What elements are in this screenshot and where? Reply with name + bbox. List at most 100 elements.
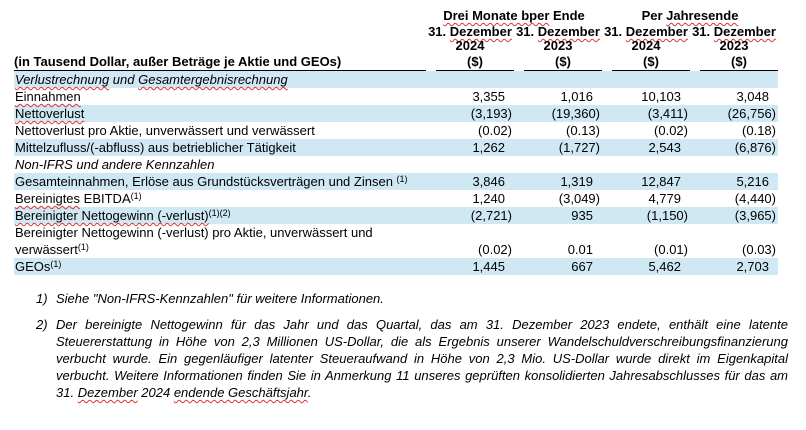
- text-segment: Bereinigter Nettogewinn (-verlust) pro A…: [15, 225, 373, 257]
- value-cell: (0.18): [742, 123, 776, 138]
- column-header: 31. Dezember 2024: [602, 24, 690, 53]
- table-row: Mittelzufluss/(-abfluss) aus betrieblich…: [14, 139, 778, 156]
- value-cell: (19,360): [551, 106, 600, 121]
- value-cell: (0.03): [742, 242, 776, 257]
- text-segment: 31.: [692, 24, 714, 39]
- value-cell: (1,150): [646, 208, 688, 223]
- value-cell: 0.01: [567, 242, 593, 257]
- value-cell: 935: [571, 208, 593, 223]
- text-segment: 31.: [516, 24, 538, 39]
- footnote-number: 1): [36, 291, 48, 306]
- text-segment: Dezember: [77, 385, 138, 400]
- value-cell: (0.01): [654, 242, 688, 257]
- unit-symbol: ($): [612, 54, 690, 71]
- column-group-header-year: Per Jahresende: [602, 8, 778, 24]
- value-cell: 1,240: [472, 191, 505, 206]
- text-segment: Non-IFRS und andere Kennzahlen: [15, 157, 215, 172]
- column-header-date: 31. Dezember: [602, 25, 690, 39]
- text-segment: Gesamteinnahmen, Erlöse aus Grundstücksv…: [15, 174, 397, 189]
- value-cell: (3,193): [470, 106, 512, 121]
- text-segment: Per: [641, 8, 667, 23]
- row-label: Bereinigtes EBITDA(1): [14, 190, 426, 207]
- text-segment: Nettoverlust pro Aktie, unverwässert und…: [15, 123, 315, 138]
- row-label-header-text: (in Tausend Dollar, außer Beträge je Akt…: [14, 54, 426, 71]
- value-cell: (0.02): [654, 123, 688, 138]
- column-header-date: 31. Dezember: [426, 25, 514, 39]
- value-cell: 3,846: [472, 174, 505, 189]
- value-cell: (2,721): [470, 208, 512, 223]
- table-row: Verlustrechnung und Gesamtergebnisrechnu…: [14, 71, 778, 88]
- row-label: Nettoverlust pro Aktie, unverwässert und…: [14, 122, 426, 139]
- text-segment: 2024: [137, 385, 174, 400]
- footnote-marker: (1)(2): [208, 208, 231, 218]
- footnote: 1) Siehe "Non-IFRS-Kennzahlen" für weiter…: [36, 290, 788, 307]
- section-header: Non-IFRS und andere Kennzahlen: [14, 156, 778, 173]
- value-cell: 10,103: [641, 89, 681, 104]
- text-segment: 31.: [604, 24, 626, 39]
- text-segment: GEOs: [15, 259, 51, 274]
- value-cell: (3,049): [558, 191, 600, 206]
- text-segment: Drei Monate bper: [443, 8, 550, 23]
- table-row: Gesamteinnahmen, Erlöse aus Grundstücksv…: [14, 173, 778, 190]
- value-cell: 3,355: [472, 89, 505, 104]
- value-cell: 3,048: [736, 89, 769, 104]
- table-body: Verlustrechnung und Gesamtergebnisrechnu…: [14, 71, 778, 275]
- text-segment: und: [109, 72, 139, 87]
- value-cell: 667: [571, 259, 593, 274]
- row-label-header: (in Tausend Dollar, außer Beträge je Akt…: [14, 53, 426, 71]
- table-header: Drei Monate bper Ende Per Jahresende 31.…: [14, 8, 778, 71]
- value-cell: (0.02): [478, 123, 512, 138]
- text-segment: Siehe "Non-IFRS-Kennzahlen" für weitere …: [56, 291, 384, 306]
- spacer-cell: [14, 8, 426, 24]
- footnote-marker: (1): [130, 191, 142, 201]
- value-cell: 5,462: [648, 259, 681, 274]
- column-header: 31. Dezember 2024: [426, 24, 514, 53]
- table-row: Bereinigtes EBITDA(1) 1,240 (3,049) 4,779 (4…: [14, 190, 778, 207]
- text-segment: Gesamtergebnisrechnung: [138, 72, 288, 87]
- row-label: Mittelzufluss/(-abfluss) aus betrieblich…: [14, 139, 426, 156]
- table-row: GEOs(1) 1,445 667 5,462 2,703: [14, 258, 778, 275]
- table-row: Bereinigter Nettogewinn (-verlust) pro A…: [14, 224, 778, 258]
- text-segment: Dezember: [537, 24, 600, 39]
- table-row: Nettoverlust pro Aktie, unverwässert und…: [14, 122, 778, 139]
- section-header: Verlustrechnung und Gesamtergebnisrechnu…: [14, 71, 778, 88]
- unit-row: (in Tausend Dollar, außer Beträge je Akt…: [14, 53, 778, 71]
- unit-symbol: ($): [700, 54, 778, 71]
- unit-header-cell: ($): [690, 53, 778, 71]
- footnotes: 1) Siehe "Non-IFRS-Kennzahlen" für weiter…: [14, 290, 792, 401]
- column-header-year: 2024: [455, 38, 485, 53]
- text-segment: 31.: [428, 24, 450, 39]
- column-group-row: Drei Monate bper Ende Per Jahresende: [14, 8, 778, 24]
- value-cell: 1,016: [560, 89, 593, 104]
- unit-header-cell: ($): [426, 53, 514, 71]
- table-row: Bereinigter Nettogewinn (-verlust)(1)(2)…: [14, 207, 778, 224]
- unit-symbol: ($): [436, 54, 514, 71]
- document-page: Drei Monate bper Ende Per Jahresende 31.…: [14, 8, 792, 401]
- text-segment: Verlustrechnung: [15, 72, 110, 87]
- value-cell: 1,262: [472, 140, 505, 155]
- table-row: Non-IFRS und andere Kennzahlen: [14, 156, 778, 173]
- text-segment: Ende: [549, 8, 585, 23]
- value-cell: (1,727): [558, 140, 600, 155]
- footnote-marker: (1): [77, 242, 89, 252]
- value-cell: 2,543: [648, 140, 681, 155]
- column-header-date: 31. Dezember: [514, 25, 602, 39]
- text-segment: Einnahmen: [15, 89, 81, 104]
- row-label: Bereinigter Nettogewinn (-verlust) pro A…: [14, 224, 426, 258]
- footnote-text: Siehe "Non-IFRS-Kennzahlen" für weitere …: [56, 290, 788, 307]
- text-segment: Mittelzufluss/(-abfluss) aus betrieblich…: [15, 140, 296, 155]
- footnote-number: 2): [36, 317, 48, 332]
- text-segment: Bereinigter Nettogewinn (-verlust): [15, 208, 209, 223]
- table-row: Einnahmen 3,355 1,016 10,103 3,048: [14, 88, 778, 105]
- text-segment: endende Geschäftsjahr: [173, 385, 308, 400]
- footnote-marker: (1): [396, 174, 408, 184]
- value-cell: 1,445: [472, 259, 505, 274]
- row-label: Nettoverlust: [14, 105, 426, 122]
- value-cell: (0.13): [566, 123, 600, 138]
- table-row: Nettoverlust (3,193) (19,360) (3,411) (26,75…: [14, 105, 778, 122]
- column-header-date: 31. Dezember: [690, 25, 778, 39]
- value-cell: 1,319: [560, 174, 593, 189]
- column-header-year: 2024: [631, 38, 661, 53]
- value-cell: (26,756): [727, 106, 776, 121]
- row-label: Bereinigter Nettogewinn (-verlust)(1)(2): [14, 207, 426, 224]
